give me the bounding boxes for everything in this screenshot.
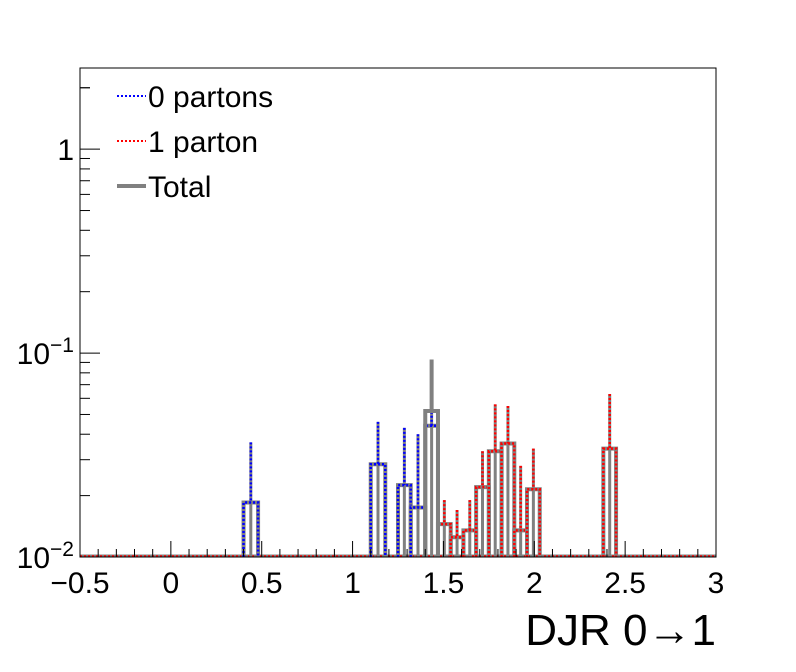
y-tick-label: 1 (57, 134, 74, 167)
histogram-layer (80, 359, 716, 558)
histogram-bin (487, 450, 503, 557)
y-tick-labels: 10−2 10−1 1 (17, 134, 74, 575)
series-0-partons (241, 379, 440, 557)
legend-label: Total (148, 171, 211, 204)
x-tick-label: 0.5 (241, 567, 283, 600)
histogram-bin (369, 462, 387, 557)
x-tick-label: 1.5 (423, 567, 465, 600)
x-tick-label: 2 (526, 567, 543, 600)
x-axis-title: DJR 0→1 (525, 606, 716, 655)
legend-label: 0 partons (148, 81, 273, 114)
x-tick-label: −0.5 (50, 567, 109, 600)
y-tick-label: 10−1 (17, 334, 74, 371)
histogram-bin (500, 442, 516, 557)
x-tick-label: 3 (708, 567, 725, 600)
legend: 0 partons 1 parton Total (117, 81, 273, 204)
plot-frame (79, 67, 717, 558)
legend-label: 1 parton (148, 126, 258, 159)
axis-ticks (79, 87, 717, 558)
histogram-bin (525, 487, 541, 557)
x-tick-label: 1 (344, 567, 361, 600)
y-tick-label: 10−2 (17, 538, 74, 575)
series-total (423, 359, 440, 557)
x-tick-labels: −0.5 0 0.5 1 1.5 2 2.5 3 (50, 567, 724, 600)
histogram-bin (423, 408, 440, 557)
histogram-bin (449, 535, 465, 557)
x-tick-label: 2.5 (604, 567, 646, 600)
series-1-parton (435, 393, 619, 557)
x-tick-label: 0 (163, 567, 180, 600)
